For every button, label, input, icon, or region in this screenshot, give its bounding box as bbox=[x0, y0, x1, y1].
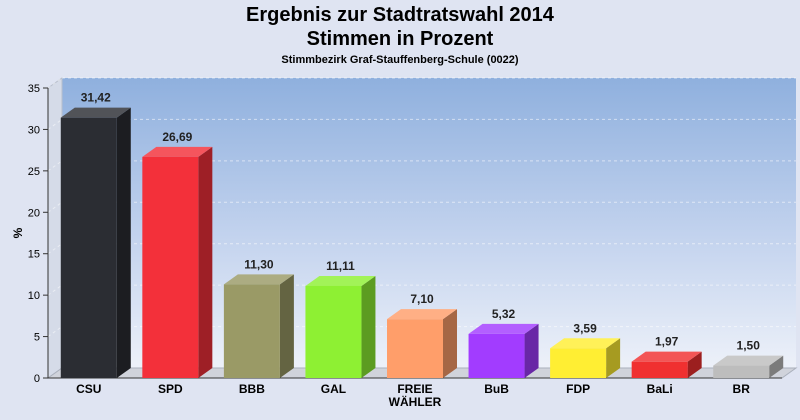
bar-top bbox=[387, 309, 457, 320]
bar-front bbox=[142, 156, 199, 378]
y-axis-label: % bbox=[11, 227, 25, 238]
gridline-side bbox=[47, 326, 63, 337]
x-tick-label: GAL bbox=[321, 382, 346, 396]
bar-side bbox=[606, 338, 621, 378]
data-label: 31,42 bbox=[81, 91, 111, 105]
x-tick-label: BuB bbox=[484, 382, 509, 396]
y-tick-label: 30 bbox=[28, 124, 40, 136]
bar-top bbox=[550, 338, 621, 349]
data-label: 1,97 bbox=[655, 335, 679, 349]
gridline-side bbox=[47, 284, 63, 296]
data-label: 11,30 bbox=[244, 257, 274, 271]
y-tick-label: 35 bbox=[28, 83, 40, 95]
x-tick-label: FREIE bbox=[397, 382, 432, 396]
x-tick-label: BBB bbox=[239, 382, 265, 396]
bar-top bbox=[142, 146, 213, 157]
data-label: 26,69 bbox=[162, 130, 192, 144]
plot-side-wall bbox=[47, 77, 63, 379]
x-tick-label: WÄHLER bbox=[389, 394, 442, 409]
bar-front bbox=[305, 285, 362, 378]
bar-top bbox=[631, 351, 702, 362]
gridline-side bbox=[47, 160, 63, 172]
bar-csu bbox=[60, 107, 131, 379]
bar-side bbox=[769, 355, 784, 378]
chart-subtitle: Stimmen in Prozent bbox=[306, 28, 494, 50]
data-label: 11,11 bbox=[326, 259, 355, 273]
x-tick-label: BR bbox=[733, 382, 751, 396]
bar-side bbox=[198, 146, 213, 378]
x-tick-label: CSU bbox=[76, 382, 101, 396]
bar-top bbox=[468, 323, 539, 334]
bar-side bbox=[116, 107, 131, 379]
chart-title: Ergebnis zur Stadtratswahl 2014 bbox=[246, 4, 554, 26]
data-label: 1,50 bbox=[737, 339, 761, 353]
bar-bali bbox=[631, 351, 702, 378]
gridline-side bbox=[47, 201, 63, 213]
y-tick-label: 20 bbox=[28, 207, 40, 219]
data-label: 7,10 bbox=[410, 292, 434, 306]
bar-front bbox=[631, 361, 688, 378]
bar-bbb bbox=[223, 274, 294, 378]
bar-top bbox=[305, 275, 376, 286]
bar-freie-wähler bbox=[387, 309, 457, 378]
bar-side bbox=[279, 274, 294, 378]
bar-fdp bbox=[550, 338, 621, 378]
gridline-side bbox=[47, 243, 63, 255]
gridline-side bbox=[47, 119, 63, 130]
bar-br bbox=[713, 355, 784, 378]
bar-gal bbox=[305, 275, 376, 378]
bar-spd bbox=[142, 146, 213, 378]
bar-bub bbox=[468, 323, 539, 378]
bar-front bbox=[223, 284, 280, 378]
bar-front bbox=[387, 319, 443, 378]
y-tick-label: 25 bbox=[28, 166, 40, 178]
bar-side bbox=[524, 323, 539, 378]
gridline-side bbox=[47, 77, 63, 89]
y-tick-label: 15 bbox=[28, 249, 40, 261]
bar-front bbox=[468, 333, 525, 378]
bar-side bbox=[361, 275, 376, 378]
x-tick-label: FDP bbox=[566, 382, 590, 396]
bar-front bbox=[550, 348, 607, 378]
data-label: 5,32 bbox=[492, 307, 516, 321]
chart-caption: Stimmbezirk Graf-Stauffenberg-Schule (00… bbox=[281, 54, 519, 66]
y-tick-label: 5 bbox=[34, 332, 40, 344]
bar-side bbox=[687, 351, 702, 378]
x-tick-label: BaLi bbox=[647, 382, 673, 396]
bar-top bbox=[713, 355, 784, 366]
y-tick-label: 10 bbox=[28, 290, 40, 302]
bar-front bbox=[60, 117, 117, 379]
data-label: 3,59 bbox=[573, 321, 597, 335]
x-tick-label: SPD bbox=[158, 382, 183, 396]
bar-top bbox=[60, 107, 131, 118]
bar-front bbox=[713, 365, 770, 378]
y-tick-label: 0 bbox=[34, 373, 40, 385]
bar-side bbox=[443, 309, 457, 378]
bar-top bbox=[223, 274, 294, 285]
